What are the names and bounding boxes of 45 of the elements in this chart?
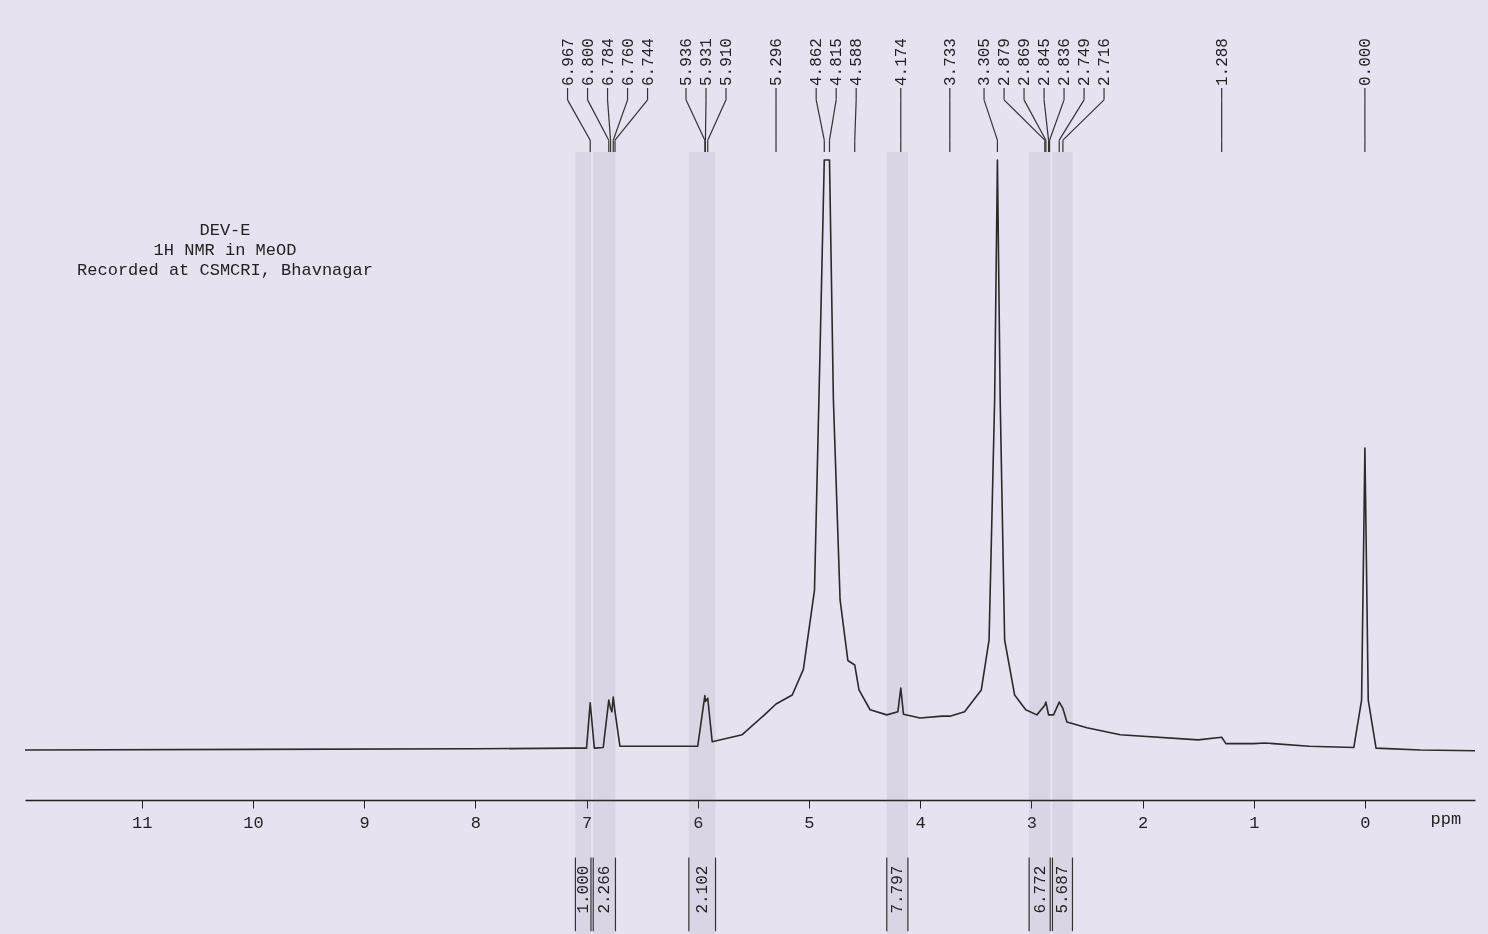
annotation: 6.744: [639, 38, 658, 87]
band-label: 7.797: [889, 865, 908, 914]
annotation: 0.000: [1356, 38, 1375, 87]
annotation: DEV-E: [199, 221, 251, 240]
x-tick-label: 2: [1137, 813, 1149, 833]
annotation: 6.760: [619, 38, 638, 87]
annotation: 2.845: [1036, 38, 1055, 87]
annotation: 2.716: [1096, 38, 1115, 87]
annotation: 2.836: [1056, 38, 1075, 87]
annotation: 4.862: [808, 38, 827, 87]
annotation: 2.869: [1016, 38, 1035, 87]
annotation: 5.910: [718, 38, 736, 87]
annotation: 5.931: [698, 38, 716, 87]
annotation: 6.800: [579, 38, 598, 87]
x-tick-label: 10: [243, 813, 264, 833]
x-axis-title: ppm: [1430, 809, 1462, 829]
annotation: 6.784: [599, 38, 618, 87]
annotation: 4.588: [848, 38, 867, 87]
annotation: 3.733: [941, 38, 960, 87]
band-label: 5.687: [1054, 865, 1073, 914]
annotation: 2.879: [996, 38, 1015, 87]
x-tick-label: 7: [581, 813, 593, 833]
x-tick-label: 4: [915, 813, 926, 833]
x-tick-label: 9: [359, 813, 370, 833]
annotation: 1.288: [1213, 38, 1232, 87]
band-label: 2.102: [694, 865, 713, 914]
annotation: 5.296: [768, 38, 787, 87]
x-tick-label: 3: [1026, 813, 1037, 833]
annotation: 1H NMR in MeOD: [153, 241, 297, 260]
x-tick-label: 8: [470, 813, 481, 833]
annotation: 6.967: [559, 38, 578, 87]
band-label: 1.000: [575, 865, 594, 914]
annotation: 3.305: [976, 38, 995, 87]
x-tick-label: 0: [1360, 813, 1371, 833]
band-label: 6.772: [1031, 865, 1050, 914]
x-tick-label: 5: [804, 813, 815, 833]
x-tick-label: 1: [1249, 813, 1260, 833]
x-tick-label: 6: [693, 813, 704, 833]
x-tick-label: 11: [132, 813, 153, 833]
band-label: 2.266: [596, 865, 615, 914]
annotation: 5.936: [678, 38, 696, 87]
annotation: 4.815: [828, 38, 847, 87]
annotation: 2.749: [1076, 38, 1095, 87]
annotation: 4.174: [892, 38, 911, 87]
annotation: Recorded at CSMCRI, Bhavnagar: [77, 261, 373, 280]
